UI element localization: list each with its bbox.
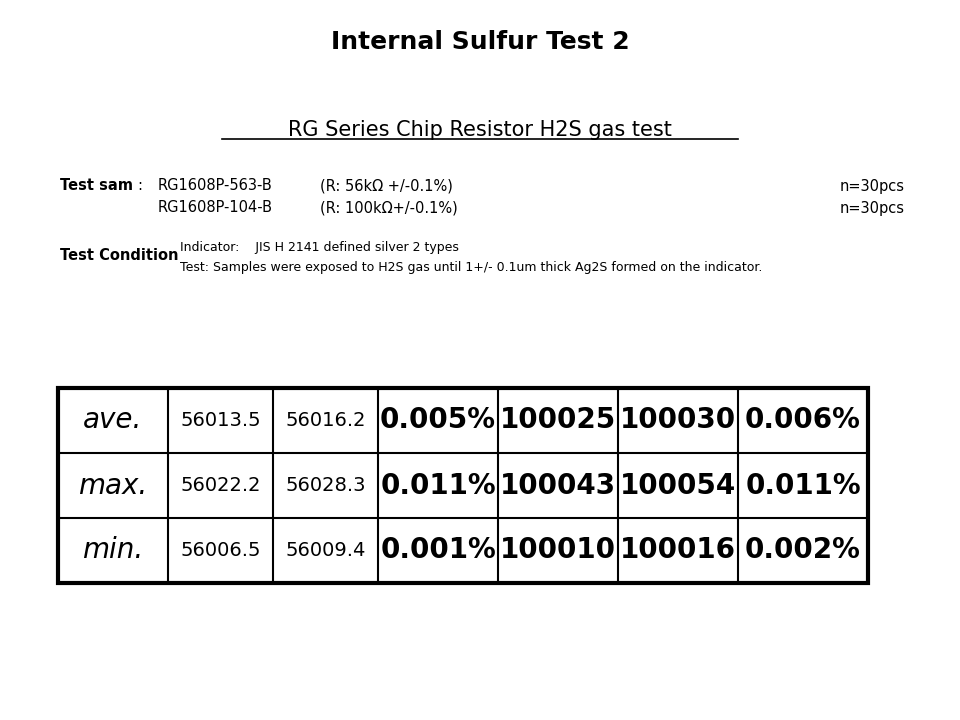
Text: (R: 56kΩ +/-0.1%): (R: 56kΩ +/-0.1%) (320, 179, 453, 194)
Text: 100025: 100025 (500, 407, 616, 434)
Text: Test Condition: Test Condition (60, 248, 179, 263)
Text: :: : (137, 179, 142, 194)
Text: max.: max. (79, 472, 148, 500)
Text: 100054: 100054 (620, 472, 736, 500)
Text: 100010: 100010 (500, 536, 616, 564)
Text: Test: Samples were exposed to H2S gas until 1+/- 0.1um thick Ag2S formed on the : Test: Samples were exposed to H2S gas un… (180, 261, 762, 274)
Text: (R: 100kΩ+/-0.1%): (R: 100kΩ+/-0.1%) (320, 200, 458, 215)
Text: 56022.2: 56022.2 (180, 476, 261, 495)
Text: 56016.2: 56016.2 (285, 411, 366, 430)
Text: RG1608P-563-B: RG1608P-563-B (158, 179, 273, 194)
Text: n=30pcs: n=30pcs (840, 200, 905, 215)
Text: Internal Sulfur Test 2: Internal Sulfur Test 2 (330, 30, 630, 54)
Text: 100043: 100043 (500, 472, 616, 500)
Text: 0.006%: 0.006% (745, 407, 861, 434)
Text: Indicator:    JIS H 2141 defined silver 2 types: Indicator: JIS H 2141 defined silver 2 t… (180, 240, 459, 253)
Text: 0.002%: 0.002% (745, 536, 861, 564)
Text: 56006.5: 56006.5 (180, 541, 261, 560)
Bar (58, 388, 868, 583)
Text: 100016: 100016 (620, 536, 736, 564)
Text: Test sam: Test sam (60, 179, 133, 194)
Text: 56013.5: 56013.5 (180, 411, 261, 430)
Text: RG1608P-104-B: RG1608P-104-B (158, 200, 273, 215)
Text: 56028.3: 56028.3 (285, 476, 366, 495)
Text: 0.011%: 0.011% (380, 472, 495, 500)
Text: n=30pcs: n=30pcs (840, 179, 905, 194)
Text: 0.005%: 0.005% (380, 407, 496, 434)
Text: 0.001%: 0.001% (380, 536, 496, 564)
Text: 100030: 100030 (620, 407, 736, 434)
Text: ave.: ave. (84, 407, 143, 434)
Text: 0.011%: 0.011% (745, 472, 861, 500)
Text: RG Series Chip Resistor H2S gas test: RG Series Chip Resistor H2S gas test (288, 120, 672, 140)
Text: 56009.4: 56009.4 (285, 541, 366, 560)
Text: min.: min. (83, 536, 144, 564)
